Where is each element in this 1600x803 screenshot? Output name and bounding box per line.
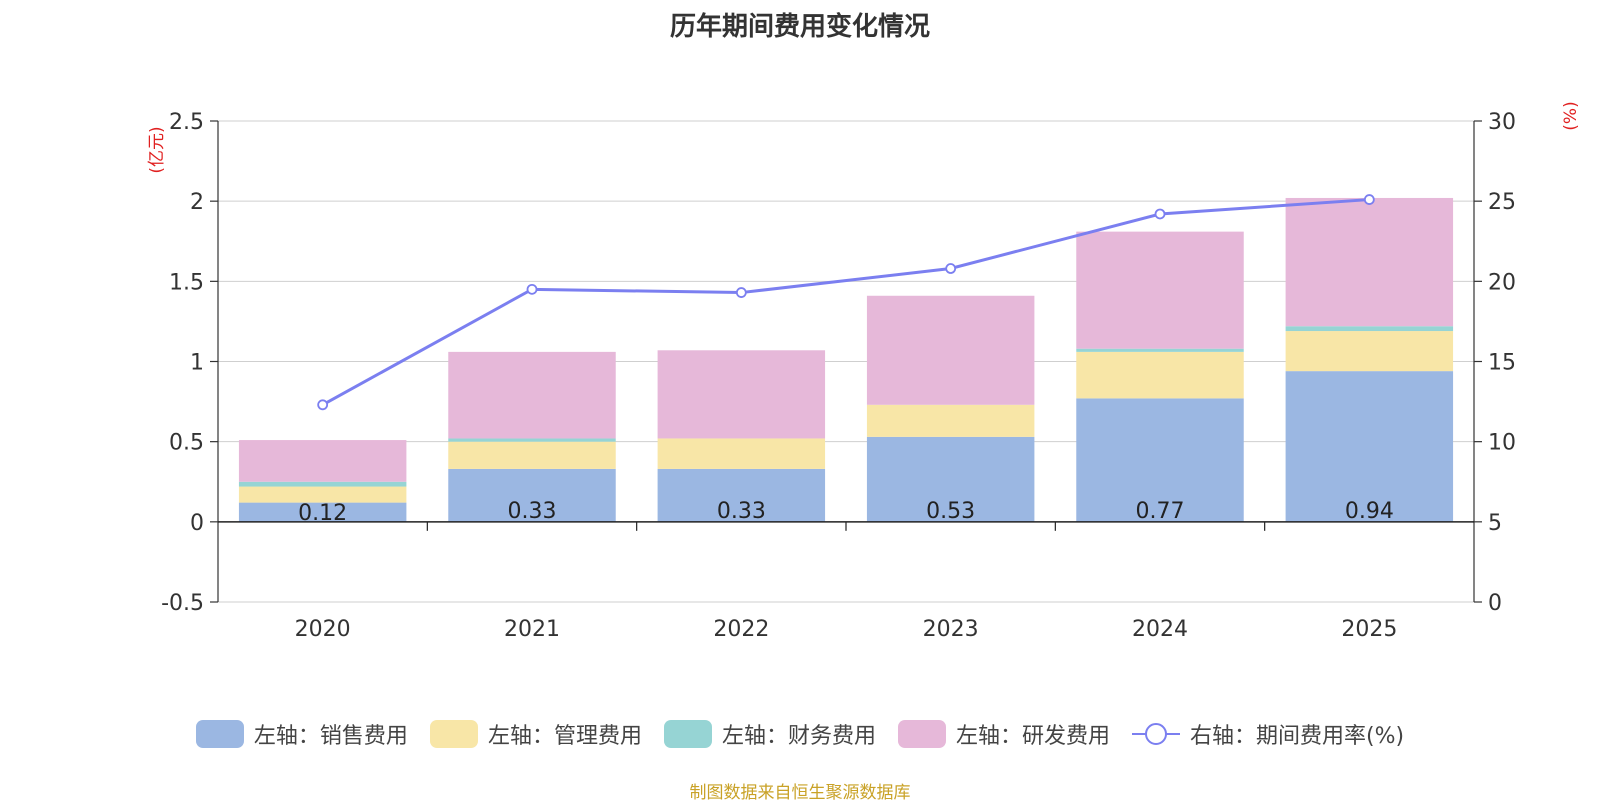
bar-segment-2025-0	[1285, 371, 1454, 522]
data-source-note: 制图数据来自恒生聚源数据库	[689, 783, 911, 803]
bar-segment-2023-0	[866, 436, 1035, 522]
right-axis-tick-label: 10	[1488, 431, 1516, 456]
right-axis-tick-label: 15	[1488, 351, 1516, 376]
bar-segment-2022-1	[657, 438, 826, 469]
expense-rate-point-2021	[526, 283, 538, 295]
bar-data-label: 0.53	[926, 499, 975, 524]
expense-rate-point-2024	[1154, 208, 1166, 220]
bar-segment-2020-3	[238, 440, 407, 482]
legend-swatch-sales	[195, 720, 244, 748]
x-axis-tick-label: 2024	[1132, 617, 1188, 642]
legend-label-expense-rate: 右轴：期间费用率(%)	[1189, 724, 1405, 749]
bar-data-label: 0.94	[1345, 499, 1394, 524]
legend-label-sales: 左轴：销售费用	[253, 724, 408, 749]
bar-segment-2020-1	[238, 486, 407, 503]
right-axis-unit-label: (%)	[1561, 101, 1581, 130]
expense-rate-line	[321, 198, 1370, 407]
legend-swatch-rnd	[897, 720, 946, 748]
bar-segment-2024-0	[1076, 398, 1244, 522]
bar-segment-2023-1	[866, 404, 1035, 437]
legend-item-expense-rate[interactable]: 右轴：期间费用率(%)	[1131, 718, 1405, 750]
bar-segment-2025-3	[1285, 197, 1454, 327]
expense-rate-point-2025	[1363, 194, 1375, 205]
legend-item-admin[interactable]: 左轴：管理费用	[429, 718, 642, 750]
legend-swatch-finance	[663, 720, 712, 748]
chart-title: 历年期间费用变化情况	[669, 12, 930, 42]
right-axis-tick-label: 25	[1488, 190, 1516, 215]
bar-data-label: 0.33	[717, 499, 766, 524]
bar-segment-2023-3	[866, 295, 1035, 405]
expense-rate-point-2022	[735, 287, 747, 298]
legend-item-sales[interactable]: 左轴：销售费用	[195, 718, 408, 750]
legend-line-marker-icon	[1131, 720, 1180, 748]
bar-segment-2025-1	[1285, 331, 1454, 372]
bar-segment-2024-2	[1076, 348, 1244, 352]
legend-label-rnd: 左轴：研发费用	[955, 724, 1110, 749]
expense-rate-point-2023	[945, 263, 957, 274]
left-axis-tick-label: 0	[190, 511, 204, 536]
legend: 左轴：销售费用 左轴：管理费用 左轴：财务费用 左轴：研发费用 右轴：期间费用率…	[0, 718, 1600, 750]
bar-segment-2025-2	[1285, 326, 1454, 332]
bar-segment-2021-1	[448, 441, 616, 469]
expense-rate-point-2020	[317, 399, 329, 411]
left-axis-unit-label: (亿元)	[147, 126, 167, 173]
bar-segment-2021-3	[448, 351, 616, 439]
bar-data-label: 0.33	[508, 499, 557, 524]
legend-label-admin: 左轴：管理费用	[487, 724, 642, 749]
left-axis-tick-label: 1.5	[169, 270, 204, 295]
bar-data-label: 0.77	[1136, 499, 1185, 524]
right-axis-tick-label: 5	[1488, 511, 1502, 536]
left-axis-tick-label: 1	[190, 351, 204, 376]
bar-segment-2024-1	[1076, 351, 1244, 399]
bar-segment-2020-2	[238, 481, 407, 487]
left-axis-tick-label: 2.5	[169, 110, 204, 135]
legend-item-finance[interactable]: 左轴：财务费用	[663, 718, 876, 750]
x-axis-tick-label: 2021	[504, 617, 560, 642]
right-axis-tick-label: 0	[1488, 591, 1502, 616]
bar-segment-2021-2	[448, 438, 616, 442]
bar-segment-2024-3	[1076, 231, 1244, 349]
left-axis-tick-label: -0.5	[161, 591, 204, 616]
left-axis-tick-label: 0.5	[169, 431, 204, 456]
left-axis-tick-label: 2	[190, 190, 204, 215]
legend-label-finance: 左轴：财务费用	[721, 724, 876, 749]
legend-swatch-admin	[429, 720, 478, 748]
right-axis-tick-label: 20	[1488, 270, 1516, 295]
right-axis-tick-label: 30	[1488, 110, 1516, 135]
x-axis-tick-label: 2022	[713, 617, 769, 642]
bar-segment-2020-0	[238, 502, 407, 522]
x-axis-tick-label: 2020	[295, 617, 351, 642]
bar-segment-2022-0	[657, 468, 826, 522]
x-axis-tick-label: 2025	[1341, 617, 1397, 642]
bar-segment-2022-3	[657, 350, 826, 439]
bar-segment-2021-0	[448, 468, 616, 522]
x-axis-tick-label: 2023	[923, 617, 979, 642]
legend-item-rnd[interactable]: 左轴：研发费用	[897, 718, 1110, 750]
